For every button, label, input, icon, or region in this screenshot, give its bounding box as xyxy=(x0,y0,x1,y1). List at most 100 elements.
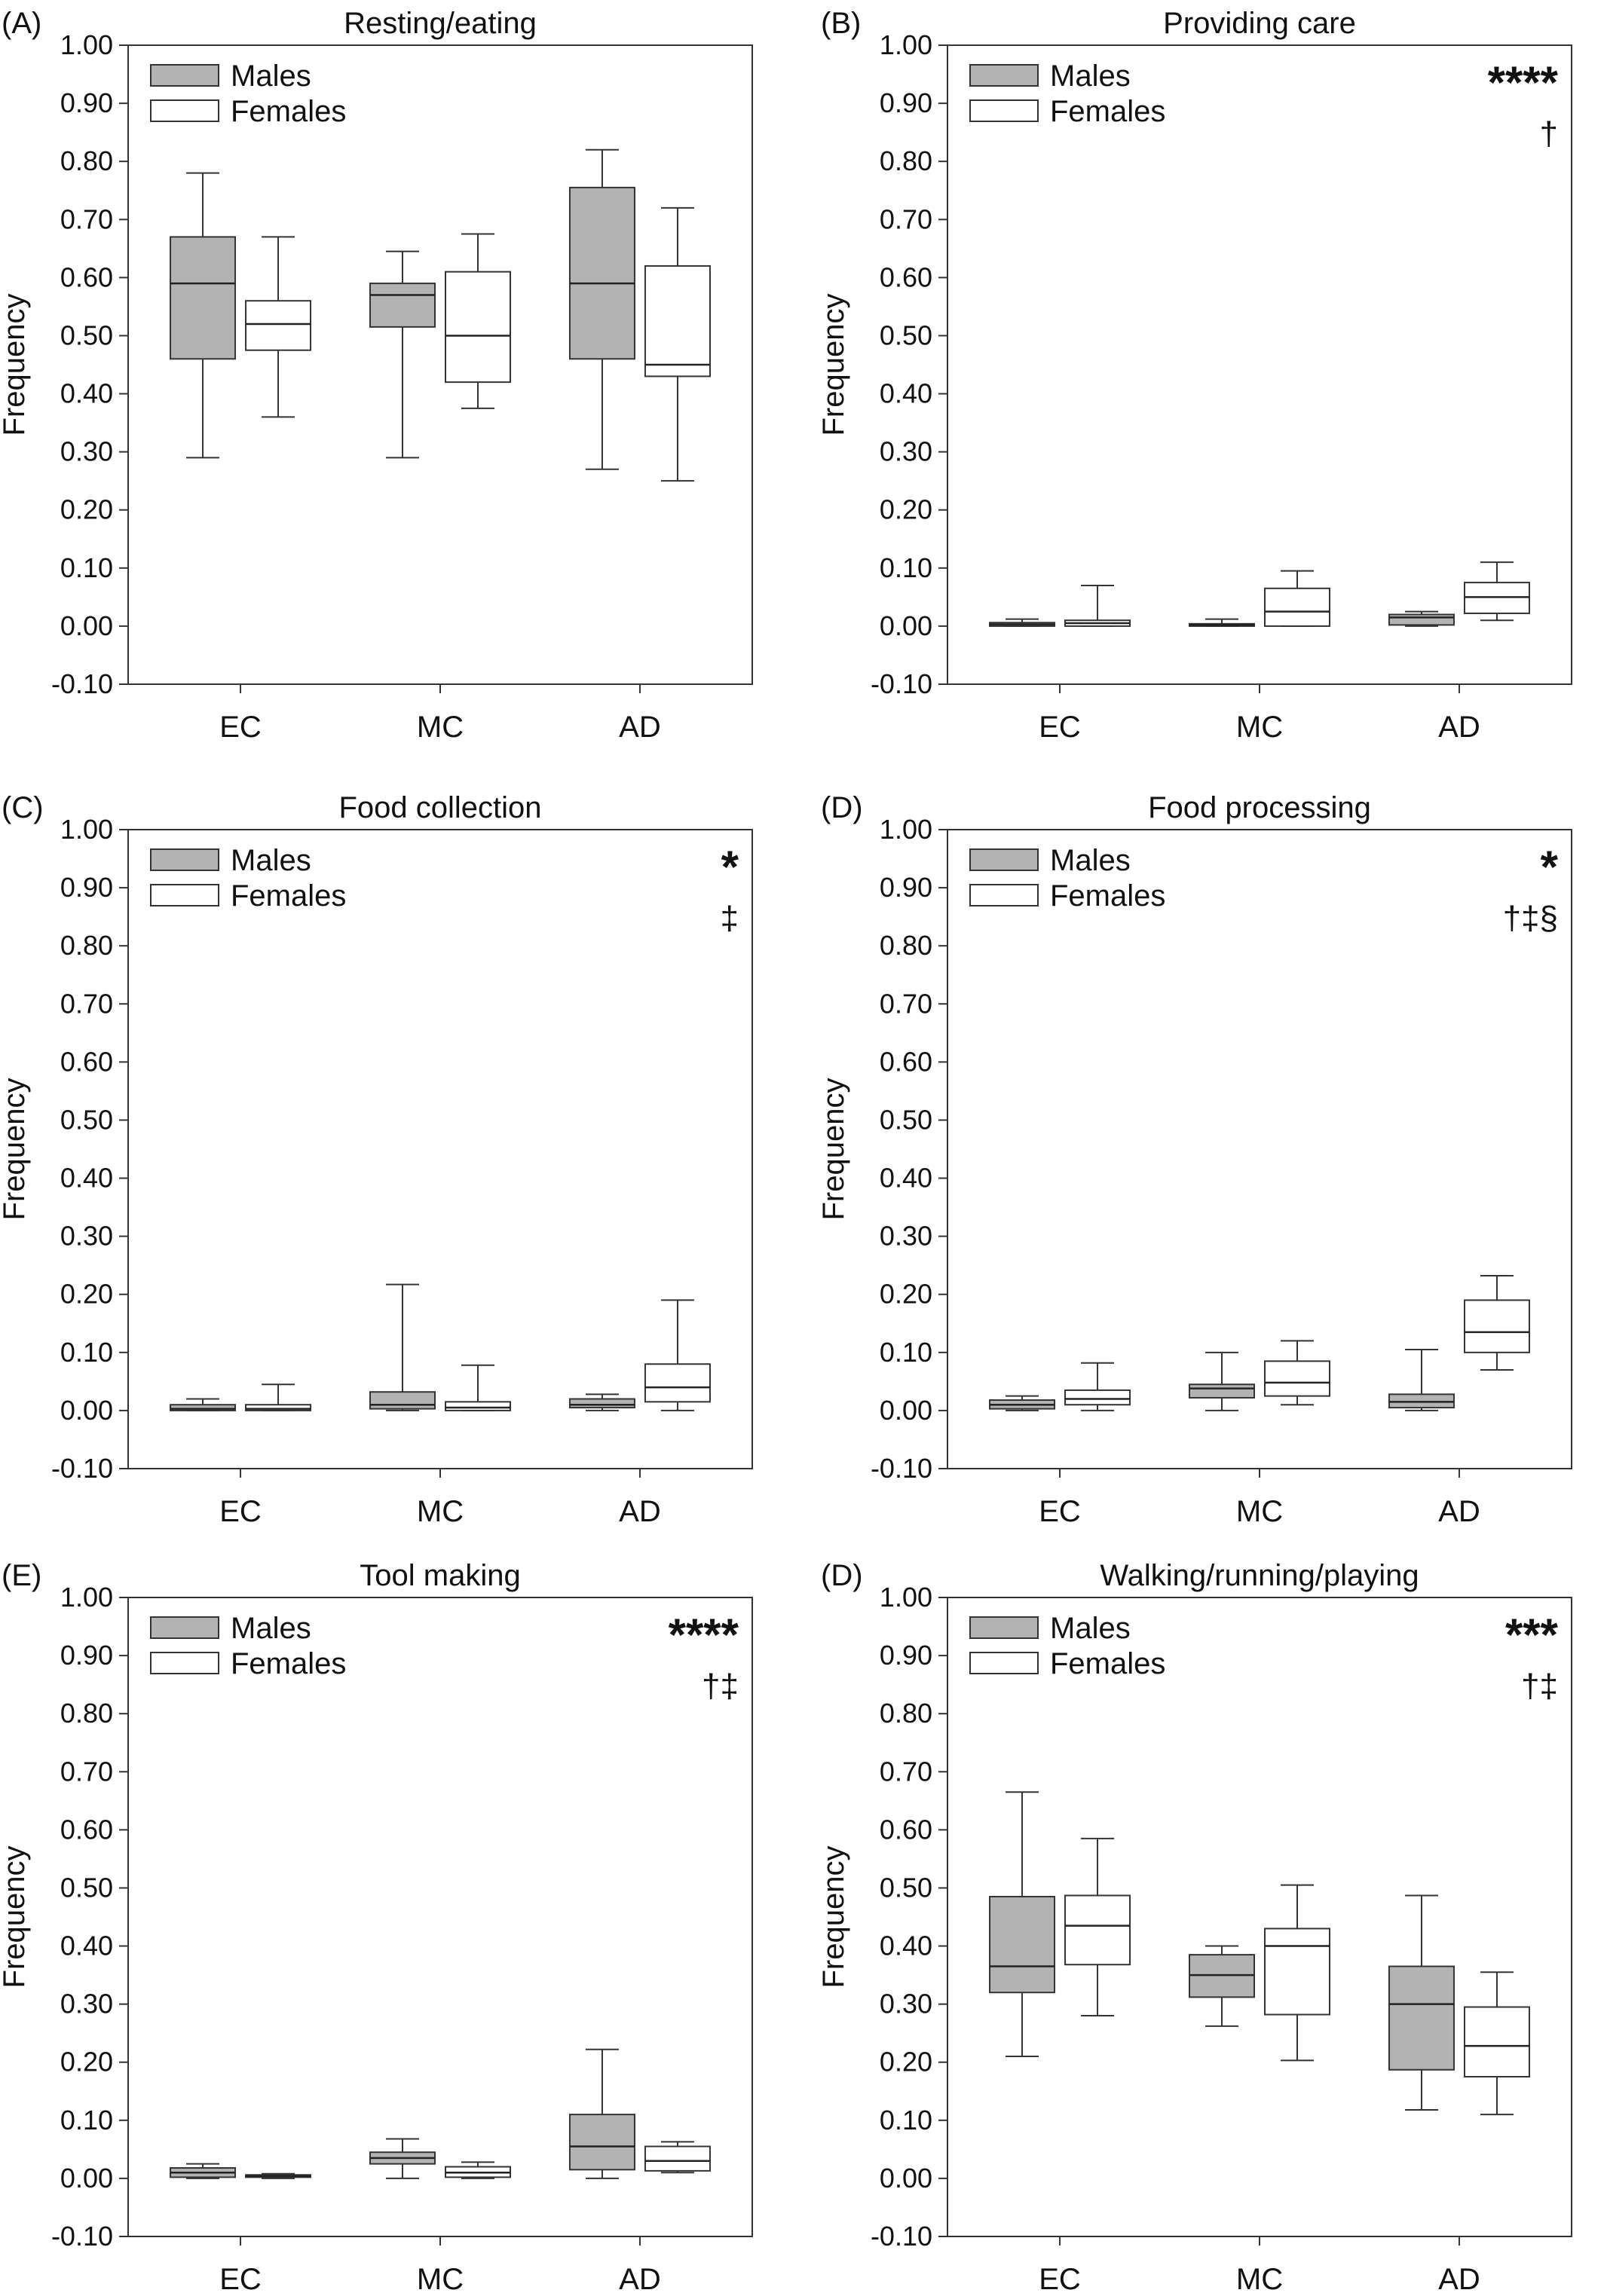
panel-letter: (D) xyxy=(821,791,863,824)
box-males-ad xyxy=(1388,610,1455,627)
y-axis-label: Frequency xyxy=(0,1078,31,1221)
y-tick-label: 0.10 xyxy=(880,2105,932,2135)
legend-label-females: Females xyxy=(1050,1647,1165,1680)
y-tick-label: 0.00 xyxy=(880,1395,932,1426)
box-females-ad xyxy=(644,1299,711,1411)
box-females-ad xyxy=(1463,1275,1530,1371)
y-tick-label: -0.10 xyxy=(871,668,932,699)
y-tick-label: 0.20 xyxy=(880,2047,932,2077)
y-tick-label: 0.80 xyxy=(880,145,932,176)
y-tick-label: 0.30 xyxy=(880,1989,932,2019)
box-females-ec xyxy=(245,236,312,418)
y-tick-label: 0.70 xyxy=(880,1756,932,1787)
box-males-ec xyxy=(989,1395,1056,1411)
box-iqr xyxy=(1463,2006,1530,2078)
box-males-ec xyxy=(170,172,237,459)
legend-swatch-females xyxy=(969,884,1039,906)
y-tick-label: 0.80 xyxy=(60,1698,113,1729)
y-tick-label: 0.80 xyxy=(880,1698,932,1729)
x-category-label: MC xyxy=(417,711,464,744)
panel-letter: (B) xyxy=(821,7,861,40)
legend-swatch-males xyxy=(150,1616,219,1639)
y-tick-label: 0.00 xyxy=(60,2163,113,2194)
y-tick-label: 0.90 xyxy=(60,1640,113,1671)
x-category-label: AD xyxy=(619,2263,661,2296)
box-males-mc xyxy=(1189,1945,1255,2027)
box-males-mc xyxy=(1189,1351,1255,1411)
y-tick-label: 0.10 xyxy=(880,552,932,583)
y-tick-label: 0.30 xyxy=(60,1989,113,2019)
y-tick-label: -0.10 xyxy=(871,1453,932,1484)
y-tick-label: 0.00 xyxy=(60,610,113,641)
box-iqr xyxy=(568,2114,635,2171)
box-iqr xyxy=(644,264,711,378)
y-tick-label: 0.10 xyxy=(880,1337,932,1368)
box-males-ad xyxy=(568,2048,635,2179)
y-tick-label: 0.40 xyxy=(60,378,113,409)
y-tick-label: 0.60 xyxy=(60,1046,113,1077)
y-tick-label: 1.00 xyxy=(60,814,113,845)
legend-swatch-females xyxy=(969,99,1039,122)
y-tick-label: 0.50 xyxy=(60,319,113,350)
y-tick-label: 0.40 xyxy=(880,378,932,409)
box-males-ad xyxy=(1388,1894,1455,2111)
box-iqr xyxy=(1064,1389,1131,1406)
y-tick-label: 0.40 xyxy=(880,1931,932,1961)
x-category-label: EC xyxy=(1039,711,1081,744)
x-category-label: AD xyxy=(1438,2263,1480,2296)
x-category-label: EC xyxy=(219,2263,262,2296)
box-iqr xyxy=(445,1401,511,1411)
y-tick-label: 1.00 xyxy=(60,1582,113,1613)
y-tick-label: 0.90 xyxy=(880,1640,932,1671)
panel-letter: (C) xyxy=(2,791,44,824)
box-iqr xyxy=(568,1398,635,1409)
y-tick-label: 0.50 xyxy=(880,1104,932,1135)
y-tick-label: 0.60 xyxy=(880,261,932,292)
y-tick-label: 1.00 xyxy=(880,1582,932,1613)
panel-4: (D) Food processing -0.10 0.00 0.10 0.20 0.30 0… xyxy=(817,791,1572,1528)
y-tick-label: -0.10 xyxy=(51,668,113,699)
legend-label-females: Females xyxy=(1050,879,1165,913)
y-tick-label: 0.70 xyxy=(60,988,113,1019)
y-tick-label: 0.60 xyxy=(60,1814,113,1845)
box-iqr xyxy=(1264,587,1330,627)
panel-letter: (D) xyxy=(821,1559,863,1592)
x-category-label: AD xyxy=(619,1495,661,1528)
y-tick-label: 0.60 xyxy=(880,1046,932,1077)
box-iqr xyxy=(245,1404,312,1411)
y-tick-label: 0.30 xyxy=(880,436,932,467)
box-iqr xyxy=(1264,1928,1330,2016)
y-tick-label: 0.50 xyxy=(60,1104,113,1135)
box-iqr xyxy=(1388,613,1455,626)
y-tick-label: 0.70 xyxy=(60,203,113,234)
significance-marks: ‡ xyxy=(721,900,739,937)
legend-swatch-males xyxy=(969,64,1039,87)
plot-frame xyxy=(947,829,1572,1469)
y-tick-label: 0.40 xyxy=(60,1163,113,1194)
significance-marks: †‡ xyxy=(702,1668,739,1704)
y-tick-label: 0.20 xyxy=(60,2047,113,2077)
box-iqr xyxy=(644,2145,711,2172)
box-females-mc xyxy=(445,233,511,409)
y-tick-label: 0.00 xyxy=(880,2163,932,2194)
box-females-ad xyxy=(1463,1971,1530,2116)
legend-swatch-males xyxy=(150,64,219,87)
significance-stars: * xyxy=(721,842,739,892)
significance-stars: **** xyxy=(1488,57,1559,108)
panel-title: Resting/eating xyxy=(344,7,537,40)
box-males-ec xyxy=(989,1791,1056,2058)
y-tick-label: 0.30 xyxy=(60,1221,113,1252)
box-females-mc xyxy=(1264,1884,1330,2062)
y-tick-label: 0.60 xyxy=(60,261,113,292)
y-tick-label: 0.10 xyxy=(60,1337,113,1368)
box-iqr xyxy=(1264,1360,1330,1397)
x-category-label: MC xyxy=(1236,2263,1283,2296)
plot-frame xyxy=(127,1597,753,2237)
box-females-mc xyxy=(445,1364,511,1411)
box-females-mc xyxy=(445,2161,511,2179)
y-tick-label: 0.00 xyxy=(880,610,932,641)
box-females-ec xyxy=(245,1383,312,1411)
y-tick-label: 0.70 xyxy=(880,988,932,1019)
y-tick-label: 0.90 xyxy=(60,87,113,118)
